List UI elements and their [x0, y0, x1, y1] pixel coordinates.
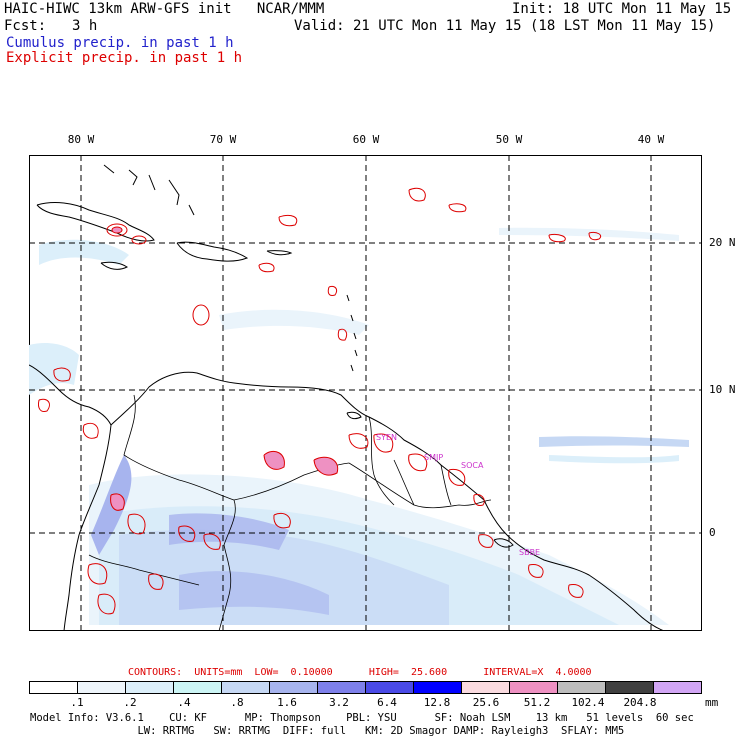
valid-time: Valid: 21 UTC Mon 11 May 15 (18 LST Mon … [294, 18, 716, 34]
colorbar-tick: .1 [70, 696, 84, 709]
border-colombia-brazil [218, 499, 236, 631]
lon-label-60w: 60 W [352, 133, 380, 146]
contours-info: CONTOURS: UNITS=mm LOW= 0.10000 HIGH= 25… [128, 667, 592, 678]
colorbar-swatch [510, 682, 558, 693]
colorbar-tick: 25.6 [472, 696, 500, 709]
explicit-precip-contours [38, 187, 602, 615]
colorbar-tick: .8 [230, 696, 244, 709]
colorbar-swatch [174, 682, 222, 693]
border-suriname-guiana [440, 464, 452, 506]
model-title: HAIC-HIWC 13km ARW-GFS init NCAR/MMM [4, 1, 325, 17]
colorbar-tick: 6.4 [377, 696, 397, 709]
colorbar-tick: 102.4 [571, 696, 605, 709]
coastlines [29, 164, 665, 631]
station-label-soca: SOCA [461, 461, 484, 470]
marajo-coast [493, 538, 514, 548]
border-guyana-venezuela [368, 416, 395, 506]
colorbar [29, 681, 702, 694]
lat-label-20n: 20 N [709, 236, 736, 249]
colorbar-tick: .2 [123, 696, 137, 709]
lat-lon-grid [29, 155, 702, 631]
colorbar-unit: mm [705, 696, 719, 709]
station-label-smjp: SMJP [424, 453, 443, 462]
cumulus-legend: Cumulus precip. in past 1 h [6, 35, 234, 51]
border-guyana-suriname [393, 459, 415, 506]
trinidad-coast [346, 411, 362, 420]
colorbar-swatch [30, 682, 78, 693]
border-colombia-venezuela [123, 394, 235, 501]
colorbar-swatch [318, 682, 366, 693]
colorbar-swatch [414, 682, 462, 693]
colorbar-swatch [606, 682, 654, 693]
pacific-coast [63, 424, 112, 631]
station-label-sbbe: SBBE [519, 548, 540, 557]
colorbar-swatch [654, 682, 701, 693]
lat-label-0: 0 [709, 526, 716, 539]
model-info-line1: Model Info: V3.6.1 CU: KF MP: Thompson P… [30, 712, 694, 724]
station-label-syen: SYEN [376, 433, 397, 442]
station-labels: SYEN SMJP SOCA SBBE [376, 433, 540, 557]
colorbar-swatch [222, 682, 270, 693]
lon-label-70w: 70 W [209, 133, 237, 146]
colorbar-swatch [462, 682, 510, 693]
lat-label-10n: 10 N [709, 383, 736, 396]
colorbar-tick: 3.2 [329, 696, 349, 709]
lesser-antilles-coast [346, 294, 358, 372]
colorbar-swatch [126, 682, 174, 693]
model-info-line2: LW: RRTMG SW: RRTMG DIFF: full KM: 2D Sm… [30, 725, 625, 737]
cuba-coast [36, 202, 155, 242]
colorbar-tick: 1.6 [277, 696, 297, 709]
init-time: Init: 18 UTC Mon 11 May 15 [512, 1, 732, 17]
puerto-rico-coast [266, 250, 293, 256]
precip-map: SYEN SMJP SOCA SBBE [29, 155, 702, 631]
border-guianas-brazil [348, 462, 492, 509]
jamaica-coast [100, 261, 128, 270]
colorbar-swatch [558, 682, 606, 693]
explicit-legend: Explicit precip. in past 1 h [6, 50, 243, 66]
colorbar-tick: 51.2 [523, 696, 551, 709]
forecast-label: Fcst: [4, 18, 47, 34]
colorbar-swatch [78, 682, 126, 693]
colorbar-tick: 204.8 [623, 696, 657, 709]
panama-coast [29, 364, 112, 426]
hispaniola-coast [176, 241, 249, 262]
border-ecuador-peru [88, 554, 200, 586]
colorbar-swatch [270, 682, 318, 693]
colorbar-swatch [366, 682, 414, 693]
lon-label-50w: 50 W [495, 133, 523, 146]
lon-label-40w: 40 W [637, 133, 665, 146]
lon-label-80w: 80 W [67, 133, 95, 146]
bahamas-coast [103, 164, 195, 216]
colorbar-tick: 12.8 [423, 696, 451, 709]
south-america-coast [110, 371, 665, 631]
forecast-value: 3 h [72, 18, 98, 34]
colorbar-tick: .4 [177, 696, 191, 709]
